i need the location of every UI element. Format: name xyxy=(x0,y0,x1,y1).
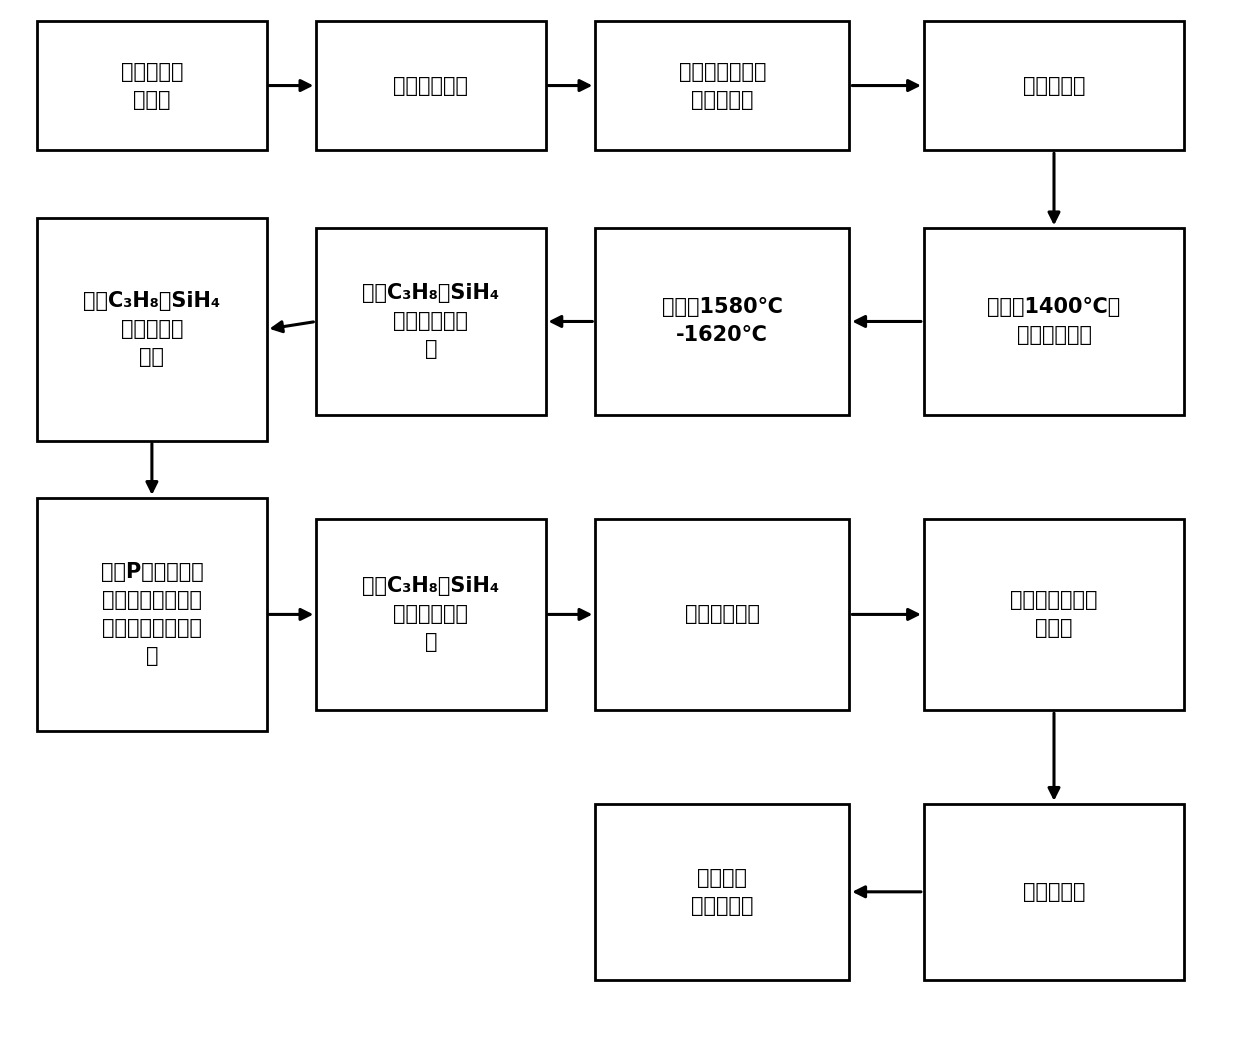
Bar xyxy=(595,518,849,710)
Bar xyxy=(316,228,546,415)
Text: 打开C₃H₈、SiH₄
和三甲基铝
开关: 打开C₃H₈、SiH₄ 和三甲基铝 开关 xyxy=(83,291,221,367)
Bar xyxy=(316,518,546,710)
Text: 充入氩气
至常压取片: 充入氩气 至常压取片 xyxy=(691,868,754,916)
Bar xyxy=(37,21,267,150)
Bar xyxy=(924,21,1184,150)
Text: 升温至1400℃，
进行原位刻蚀: 升温至1400℃， 进行原位刻蚀 xyxy=(987,298,1121,345)
Text: 衬底片放入
反应室: 衬底片放入 反应室 xyxy=(120,61,184,110)
Text: 通氢气流，设置
反应室气压: 通氢气流，设置 反应室气压 xyxy=(678,61,766,110)
Text: 生长P型缓变外延
层，生长过程中逐
渐减少三甲基铝流
量: 生长P型缓变外延 层，生长过程中逐 渐减少三甲基铝流 量 xyxy=(100,562,203,667)
Text: 升温至1580℃
-1620℃: 升温至1580℃ -1620℃ xyxy=(662,298,782,345)
Text: 通氩气冷却: 通氩气冷却 xyxy=(1023,881,1085,902)
Text: 加热反应室: 加热反应室 xyxy=(1023,76,1085,95)
Bar xyxy=(924,518,1184,710)
Bar xyxy=(924,228,1184,415)
Bar xyxy=(37,218,267,441)
Bar xyxy=(595,21,849,150)
Text: 关闭氢气开关，
抽真空: 关闭氢气开关， 抽真空 xyxy=(1011,590,1097,639)
Bar xyxy=(595,228,849,415)
Bar xyxy=(924,804,1184,980)
Text: 设置C₃H₈、SiH₄
和三甲基铝流
量: 设置C₃H₈、SiH₄ 和三甲基铝流 量 xyxy=(362,283,500,360)
Bar xyxy=(316,21,546,150)
Bar xyxy=(37,498,267,731)
Text: 氢气流中冷却: 氢气流中冷却 xyxy=(684,605,760,624)
Bar xyxy=(595,804,849,980)
Text: 反应室抽真空: 反应室抽真空 xyxy=(393,76,469,95)
Text: 关闭C₃H₈、SiH₄
和三甲基铝开
关: 关闭C₃H₈、SiH₄ 和三甲基铝开 关 xyxy=(362,577,500,652)
